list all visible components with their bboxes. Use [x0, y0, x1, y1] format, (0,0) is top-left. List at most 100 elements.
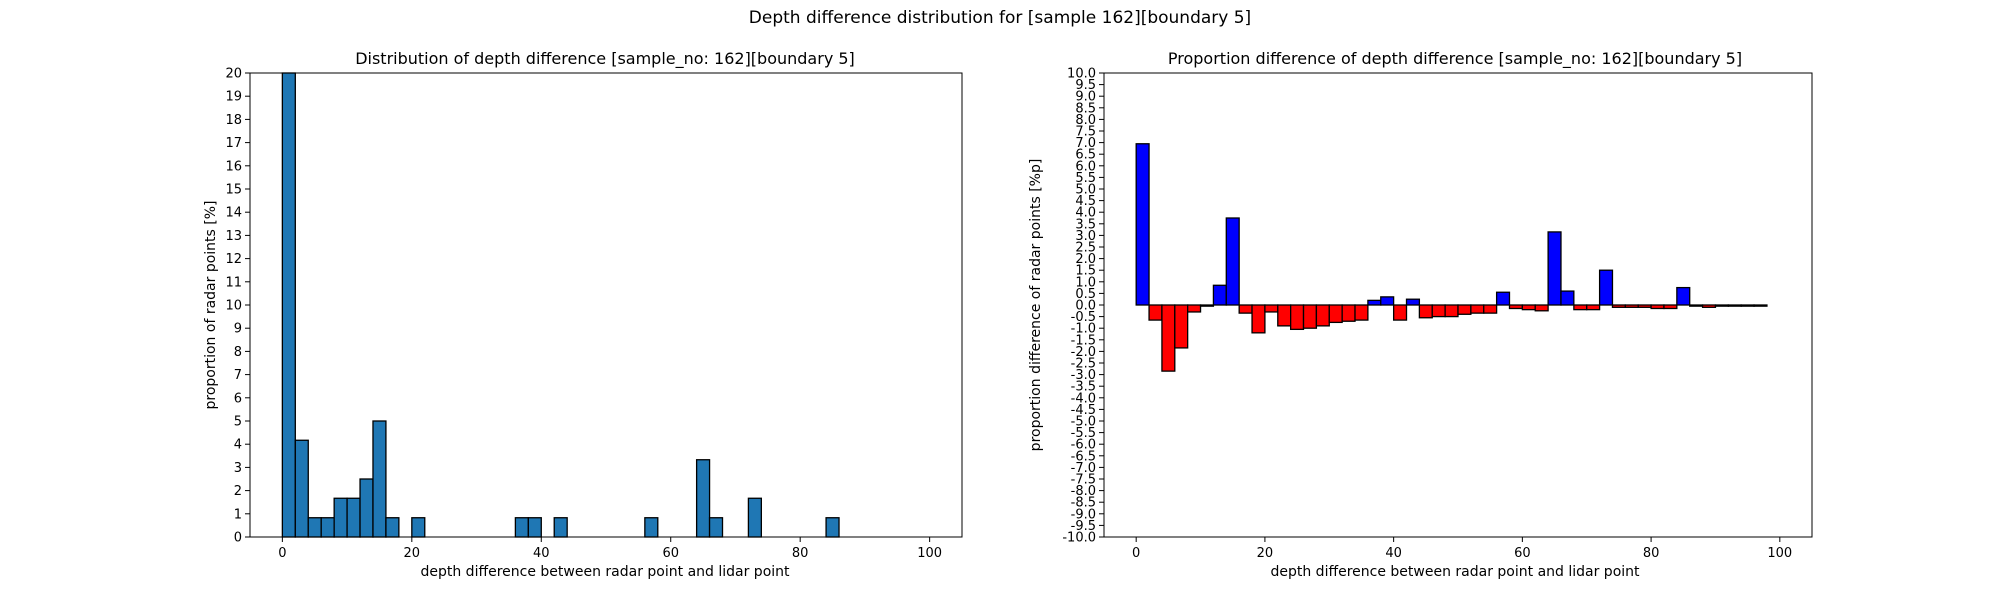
bar-0-10 [346, 497, 361, 538]
bar-1-18 [1251, 304, 1266, 334]
y-tick-label: 10.0 [1067, 67, 1096, 82]
y-tick-label: 4 [234, 438, 242, 453]
y-tick-label: 9.5 [1075, 78, 1096, 93]
y-tick-label: 15 [225, 183, 242, 198]
bar-0-20 [411, 517, 426, 538]
y-tick-label: 9.0 [1075, 90, 1096, 105]
bar-1-22 [1277, 304, 1292, 327]
distribution-chart-title: Distribution of depth difference [sample… [355, 49, 855, 69]
y-tick-label: -10.0 [1062, 531, 1096, 546]
y-tick-label: -3.0 [1071, 368, 1096, 383]
y-tick-label: 11 [225, 275, 242, 290]
bar-1-2 [1148, 304, 1163, 321]
x-tick-label: 60 [662, 546, 679, 561]
y-tick-label: 13 [225, 229, 242, 244]
x-tick-label: 60 [1514, 546, 1531, 561]
proportion-difference-chart-ylabel: proportion difference of radar points [%… [1028, 159, 1044, 452]
x-ticks: 0 20 40 60 80 100 [278, 537, 942, 561]
y-tick-label: -0.5 [1071, 310, 1096, 325]
bar-0-2 [294, 439, 309, 538]
x-ticks: 0 20 40 60 80 100 [1132, 537, 1792, 561]
bar-1-10 [1199, 304, 1215, 307]
bar-1-50 [1457, 304, 1472, 315]
bar-0-4 [307, 517, 322, 538]
x-tick-label: 20 [1257, 546, 1274, 561]
y-tick-label: 8.0 [1075, 113, 1096, 128]
axes-frame [249, 72, 963, 538]
bar-0-42 [553, 517, 568, 538]
bar-1-56 [1495, 291, 1511, 306]
bar-0-56 [644, 517, 659, 538]
bar-1-32 [1341, 304, 1356, 322]
y-tick-label: 5.0 [1075, 183, 1096, 198]
y-tick-label: 2.0 [1075, 252, 1096, 267]
bar-1-62 [1534, 304, 1549, 312]
bar-1-94 [1740, 304, 1755, 307]
bar-0-84 [825, 517, 840, 538]
y-tick-label: -2.0 [1071, 345, 1096, 360]
distribution-chart-ylabel: proportion of radar points [%] [203, 200, 219, 409]
x-tick-label: 0 [278, 546, 286, 561]
y-tick-label: -8.5 [1071, 496, 1096, 511]
y-tick-label: 12 [225, 252, 242, 267]
bar-1-84 [1676, 286, 1691, 306]
distribution-chart: Distribution of depth difference [sample… [203, 49, 963, 580]
bars [1135, 143, 1768, 372]
bar-1-48 [1444, 304, 1459, 318]
bar-0-6 [320, 517, 335, 538]
bar-1-24 [1290, 304, 1305, 331]
y-tick-label: 2 [234, 484, 242, 499]
bars [281, 72, 840, 538]
y-tick-label: 0.0 [1075, 299, 1096, 314]
proportion-difference-chart-title: Proportion difference of depth differenc… [1168, 49, 1742, 69]
x-tick-label: 0 [1132, 546, 1140, 561]
bar-1-90 [1714, 304, 1729, 307]
bar-1-54 [1483, 304, 1498, 314]
bar-1-40 [1392, 304, 1408, 321]
bar-1-30 [1328, 304, 1343, 324]
bar-1-70 [1586, 304, 1601, 311]
y-tick-label: 9 [234, 322, 242, 337]
bar-1-80 [1650, 304, 1665, 310]
bar-1-82 [1663, 304, 1678, 310]
y-tick-label: 16 [225, 159, 242, 174]
x-tick-label: 80 [1643, 546, 1660, 561]
bar-1-26 [1302, 304, 1318, 329]
bar-1-72 [1598, 269, 1614, 306]
x-tick-label: 20 [404, 546, 421, 561]
bar-0-38 [527, 517, 542, 538]
bar-0-12 [359, 478, 374, 538]
bar-1-52 [1470, 304, 1485, 314]
distribution-chart-xlabel: depth difference between radar point and… [420, 564, 790, 580]
proportion-difference-plot-area: 0 20 40 60 80 100 -10.0-9.5-9.0-8.5-8.0-7.5-7.… [1062, 67, 1813, 561]
y-tick-label: -4.0 [1071, 391, 1096, 406]
y-tick-label: 20 [225, 67, 242, 82]
bar-0-66 [708, 517, 724, 538]
y-tick-label: 7 [234, 368, 242, 383]
y-tick-label: 3.0 [1075, 229, 1096, 244]
y-tick-label: 4.5 [1075, 194, 1096, 209]
y-tick-label: -7.0 [1071, 461, 1096, 476]
y-tick-label: 3 [234, 461, 242, 476]
y-tick-label: -1.0 [1071, 322, 1096, 337]
y-tick-label: 14 [225, 206, 242, 221]
x-tick-label: 100 [1767, 546, 1792, 561]
y-tick-label: -2.5 [1071, 357, 1096, 372]
x-tick-label: 40 [533, 546, 550, 561]
bar-1-78 [1637, 304, 1652, 308]
bar-1-38 [1380, 296, 1395, 306]
bar-1-74 [1611, 304, 1626, 308]
bar-1-4 [1161, 304, 1176, 372]
bar-1-36 [1367, 299, 1382, 306]
y-tick-label: 5.5 [1075, 171, 1096, 186]
bar-1-34 [1354, 304, 1369, 321]
y-tick-label: -9.0 [1071, 507, 1096, 522]
bar-1-8 [1187, 304, 1202, 313]
y-tick-label: 7.5 [1075, 125, 1096, 140]
figure-title: Depth difference distribution for [sampl… [748, 8, 1252, 28]
bar-1-58 [1508, 304, 1524, 310]
bar-0-0 [281, 72, 296, 538]
bar-1-64 [1547, 231, 1562, 306]
